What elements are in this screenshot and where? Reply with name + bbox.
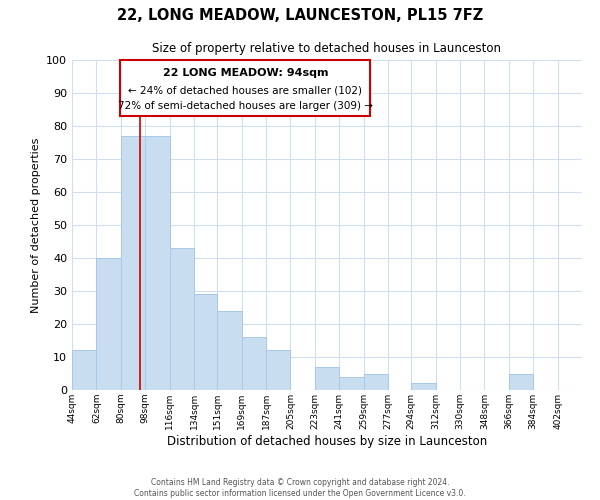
Text: 72% of semi-detached houses are larger (309) →: 72% of semi-detached houses are larger (… (118, 101, 373, 112)
Text: 22, LONG MEADOW, LAUNCESTON, PL15 7FZ: 22, LONG MEADOW, LAUNCESTON, PL15 7FZ (117, 8, 483, 22)
Text: 22 LONG MEADOW: 94sqm: 22 LONG MEADOW: 94sqm (163, 68, 328, 78)
Bar (97, 258, 121, 390)
Bar (217, 311, 242, 390)
Bar (266, 350, 290, 390)
Bar (242, 337, 266, 390)
Title: Size of property relative to detached houses in Launceston: Size of property relative to detached ho… (152, 42, 502, 54)
Bar (170, 248, 194, 390)
Bar (315, 367, 339, 390)
Bar (339, 377, 364, 390)
Bar (121, 136, 145, 390)
Y-axis label: Number of detached properties: Number of detached properties (31, 138, 41, 312)
Bar (145, 136, 170, 390)
Bar (194, 294, 217, 390)
Bar (509, 374, 533, 390)
Text: ← 24% of detached houses are smaller (102): ← 24% of detached houses are smaller (10… (128, 86, 362, 96)
Bar (411, 384, 436, 390)
Bar (364, 374, 388, 390)
X-axis label: Distribution of detached houses by size in Launceston: Distribution of detached houses by size … (167, 434, 487, 448)
Bar (72, 350, 97, 390)
Text: Contains HM Land Registry data © Crown copyright and database right 2024.
Contai: Contains HM Land Registry data © Crown c… (134, 478, 466, 498)
FancyBboxPatch shape (121, 60, 370, 116)
